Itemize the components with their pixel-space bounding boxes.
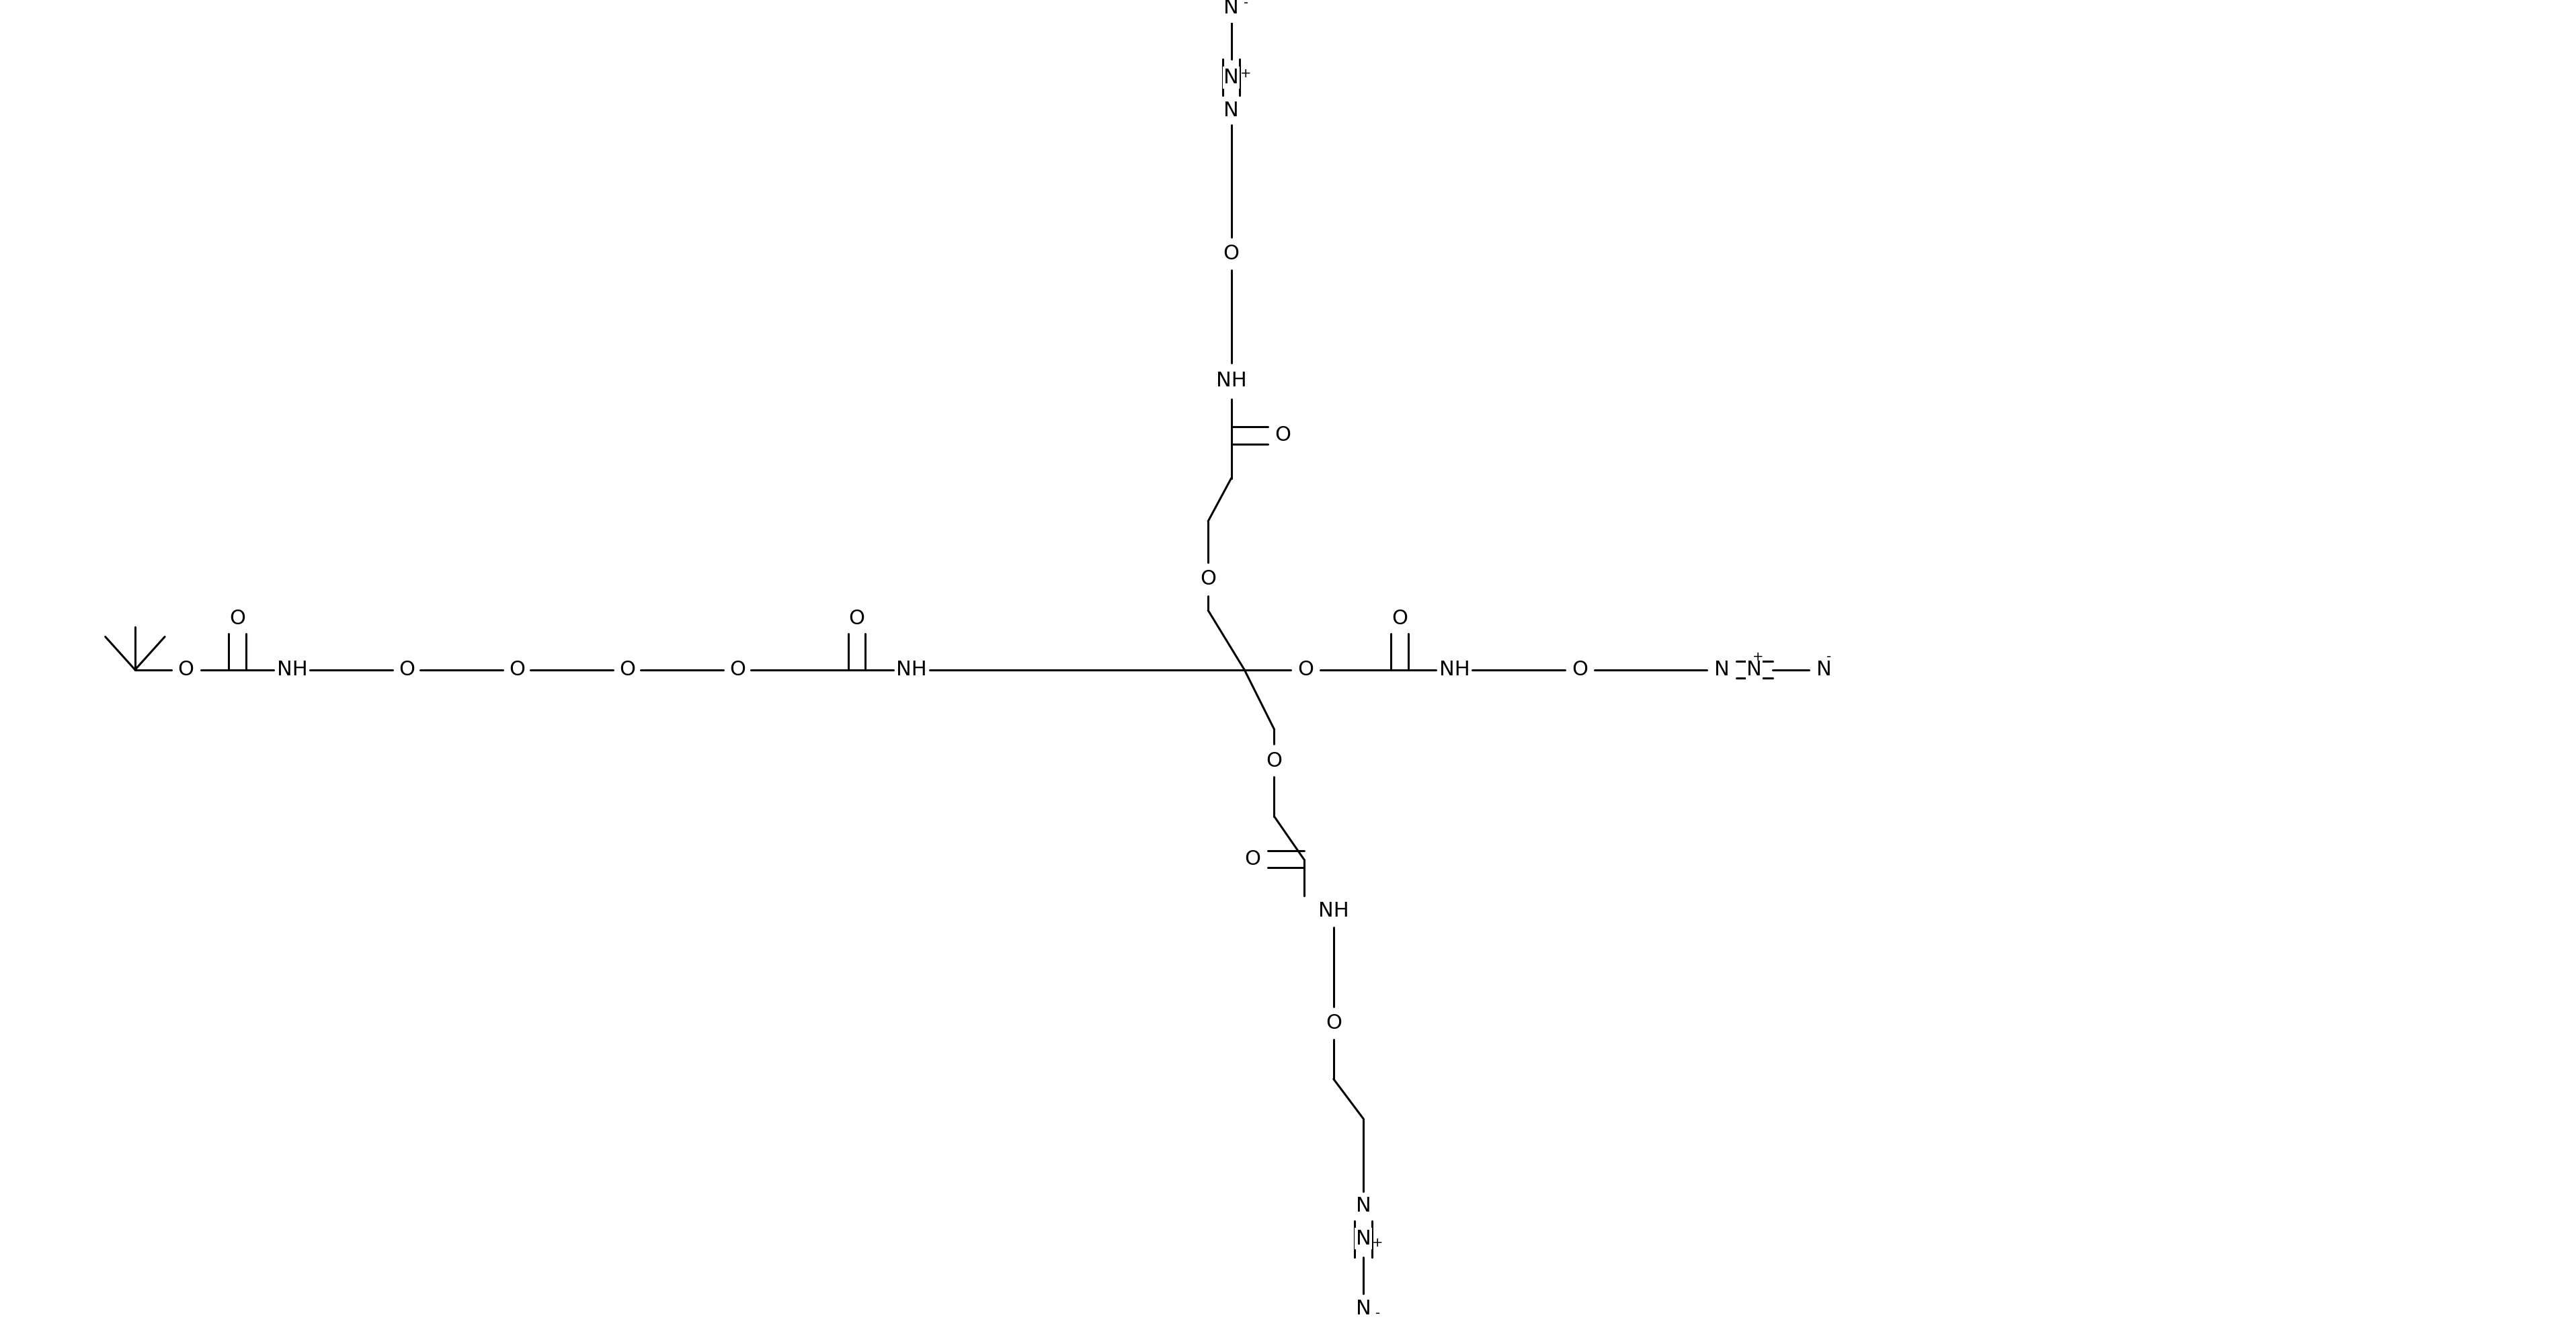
Text: O: O: [1265, 751, 1283, 770]
Text: O: O: [1391, 609, 1406, 628]
Text: +: +: [1239, 67, 1252, 81]
Text: O: O: [1244, 849, 1260, 870]
Text: NH: NH: [1319, 900, 1350, 921]
Text: O: O: [1200, 569, 1216, 589]
Text: O: O: [178, 660, 193, 680]
Text: O: O: [1298, 660, 1314, 680]
Text: N: N: [1224, 101, 1239, 121]
Text: N: N: [1224, 69, 1239, 87]
Text: -: -: [1244, 0, 1249, 9]
Text: O: O: [1327, 1013, 1342, 1032]
Text: -: -: [1376, 1306, 1381, 1320]
Text: -: -: [1826, 650, 1832, 663]
Text: O: O: [1275, 426, 1291, 445]
Text: N: N: [1747, 660, 1762, 680]
Text: NH: NH: [276, 660, 307, 680]
Text: O: O: [229, 609, 245, 628]
Text: O: O: [399, 660, 415, 680]
Text: O: O: [848, 609, 866, 628]
Text: NH: NH: [1440, 660, 1471, 680]
Text: O: O: [1571, 660, 1587, 680]
Text: N: N: [1224, 0, 1239, 17]
Text: N: N: [1355, 1228, 1370, 1249]
Text: N: N: [1355, 1300, 1370, 1318]
Text: O: O: [510, 660, 526, 680]
Text: NH: NH: [896, 660, 927, 680]
Text: O: O: [729, 660, 747, 680]
Text: N: N: [1816, 660, 1832, 680]
Text: O: O: [621, 660, 636, 680]
Text: N: N: [1355, 1196, 1370, 1215]
Text: NH: NH: [1216, 371, 1247, 390]
Text: +: +: [1752, 650, 1765, 663]
Text: N: N: [1713, 660, 1728, 680]
Text: O: O: [1224, 245, 1239, 263]
Text: +: +: [1373, 1236, 1383, 1249]
